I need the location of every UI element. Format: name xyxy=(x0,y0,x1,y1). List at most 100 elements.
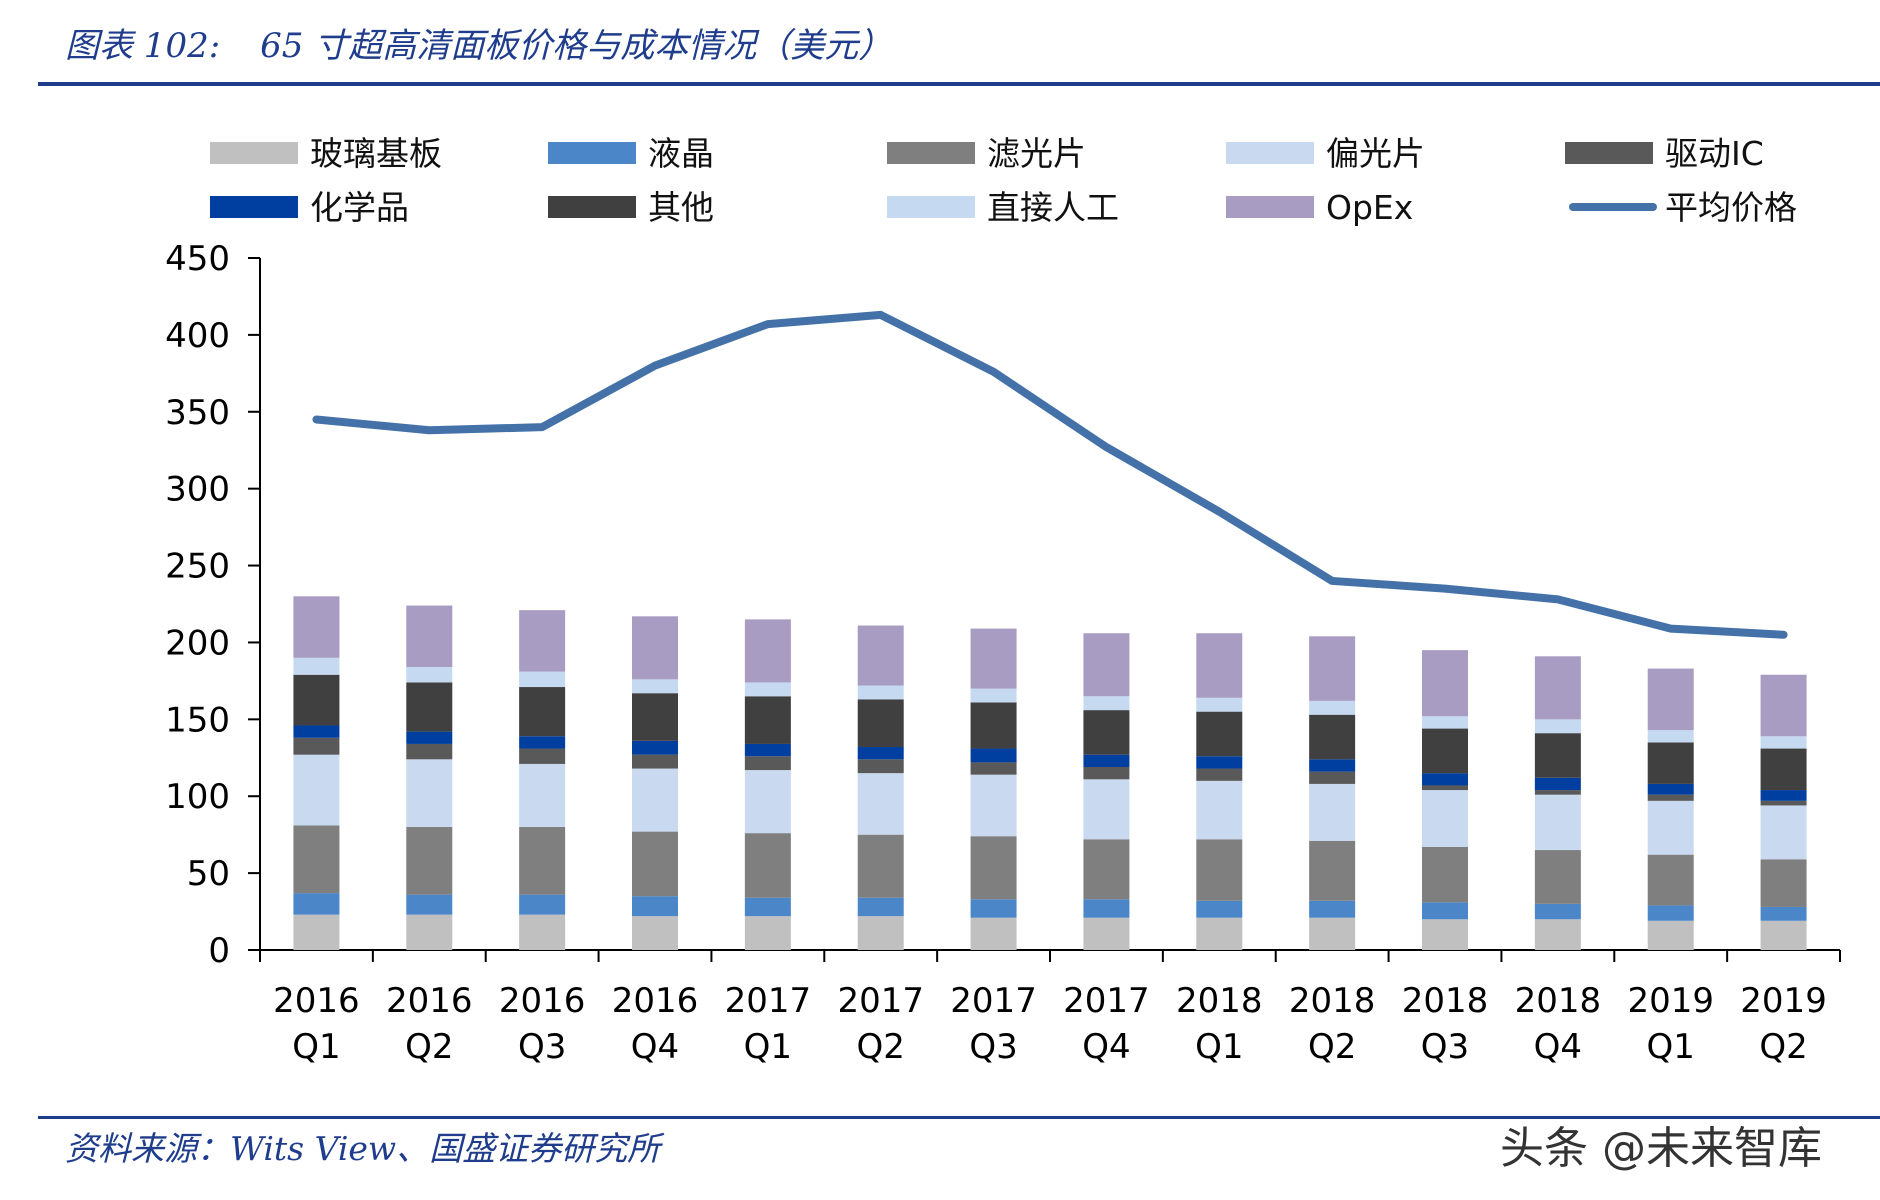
bar-segment xyxy=(1534,719,1581,734)
bar-segment xyxy=(1760,859,1807,907)
bar-segment xyxy=(293,825,340,894)
bar-segment xyxy=(1534,919,1581,950)
bar-segment xyxy=(519,826,566,895)
bar-segment xyxy=(293,914,340,950)
x-tick-label-year: 2016 xyxy=(386,981,473,1021)
bar-segment xyxy=(1083,710,1130,755)
x-tick-label-quarter: Q4 xyxy=(1534,1027,1582,1067)
bar-segment xyxy=(519,687,566,737)
bar-segment xyxy=(1196,917,1243,950)
bar-segment xyxy=(970,899,1017,918)
legend-label: 玻璃基板 xyxy=(310,134,442,173)
bar-segment xyxy=(744,756,791,771)
x-tick-label-quarter: Q2 xyxy=(857,1027,905,1067)
bar-segment xyxy=(1647,905,1694,921)
bar-segment xyxy=(1647,854,1694,906)
bar-segment xyxy=(632,740,678,755)
bar-segment xyxy=(1309,700,1356,715)
bar-segment xyxy=(744,696,791,744)
bar-segment xyxy=(1083,917,1130,950)
y-tick-label: 400 xyxy=(165,316,230,356)
x-tick-label-quarter: Q2 xyxy=(1759,1027,1807,1067)
x-tick-label-year: 2018 xyxy=(1402,981,1489,1021)
bar-segment xyxy=(1422,790,1468,847)
bar-segment xyxy=(857,897,904,917)
bar-segment xyxy=(293,737,340,755)
bar-segment xyxy=(1422,919,1468,950)
bar-segment xyxy=(519,894,566,915)
bar-segment xyxy=(970,917,1017,950)
x-tick-label-year: 2016 xyxy=(499,981,586,1021)
bar-segment xyxy=(519,748,566,764)
bar-segment xyxy=(632,916,678,950)
bar-segment xyxy=(632,616,678,680)
bar-segment xyxy=(1647,800,1694,855)
bar-segment xyxy=(1083,767,1130,780)
y-tick-label: 50 xyxy=(187,854,230,894)
bar-segment xyxy=(1647,783,1694,795)
bar-segment xyxy=(1760,674,1807,737)
x-tick-label-quarter: Q2 xyxy=(1308,1027,1356,1067)
bar-segment xyxy=(1534,656,1581,720)
bar-segment xyxy=(519,763,566,827)
bar-segment xyxy=(744,833,791,898)
bar-segment xyxy=(744,743,791,757)
legend-label: OpEx xyxy=(1326,188,1413,227)
bar-segment xyxy=(1309,714,1356,760)
x-tick-label-year: 2017 xyxy=(837,981,924,1021)
bar-segment xyxy=(293,674,340,726)
legend-swatch xyxy=(887,142,975,164)
legend-swatch xyxy=(548,196,636,218)
y-tick-label: 100 xyxy=(165,777,230,817)
legend-label: 其他 xyxy=(648,188,714,227)
bar-segment xyxy=(857,834,904,898)
bar-segment xyxy=(632,768,678,832)
bar-segment xyxy=(1422,785,1468,791)
bar-segment xyxy=(1196,633,1243,698)
bar-segment xyxy=(1309,917,1356,950)
legend-label: 滤光片 xyxy=(987,134,1086,173)
bar-segment xyxy=(744,916,791,950)
chart-axes: 0 50 100 150 200 250 300 350 400 450 2016 Q1 2016 Q2 2… xyxy=(165,239,1841,1067)
bar-segment xyxy=(293,657,340,675)
legend-label: 化学品 xyxy=(310,188,409,227)
bar-segment xyxy=(1309,783,1356,841)
bar-segment xyxy=(1422,650,1468,717)
bar-segment xyxy=(1083,754,1130,768)
bar-segment xyxy=(293,754,340,826)
bar-segment xyxy=(1309,840,1356,901)
bar-segment xyxy=(1309,759,1356,772)
bar-segment xyxy=(1760,800,1807,806)
bar-segment xyxy=(1760,906,1807,921)
bar-segment xyxy=(293,596,340,658)
x-tick-label-quarter: Q1 xyxy=(292,1027,340,1067)
x-tick-label-year: 2017 xyxy=(1063,981,1150,1021)
bar-segment xyxy=(970,688,1017,703)
bar-segment xyxy=(970,762,1017,775)
bottom-divider xyxy=(38,1116,1880,1119)
bar-segment xyxy=(857,773,904,835)
bar-segment xyxy=(1083,633,1130,697)
y-tick-label: 450 xyxy=(165,239,230,279)
bar-segment xyxy=(1083,899,1130,918)
x-tick-label-quarter: Q2 xyxy=(405,1027,453,1067)
figure-title: 图表 102: 65 寸超高清面板价格与成本情况（美元） xyxy=(65,18,892,67)
bar-segment xyxy=(1647,730,1694,743)
bar-segment xyxy=(1760,748,1807,791)
bar-segment xyxy=(293,725,340,738)
legend-label: 驱动IC xyxy=(1665,134,1764,173)
bar-segment xyxy=(1083,779,1130,840)
bar-segment xyxy=(406,743,453,760)
bar-segment xyxy=(970,702,1017,749)
bar-segment xyxy=(1422,773,1468,786)
bar-segment xyxy=(406,914,453,950)
bar-segment xyxy=(857,625,904,686)
x-tick-label-quarter: Q3 xyxy=(1421,1027,1469,1067)
bar-segment xyxy=(1196,697,1243,712)
bar-segment xyxy=(632,693,678,741)
legend-label: 直接人工 xyxy=(987,188,1119,227)
average-price-line-group xyxy=(312,310,1788,639)
legend-label: 偏光片 xyxy=(1326,134,1425,173)
figure-title-text: 65 寸超高清面板价格与成本情况（美元） xyxy=(260,26,893,66)
y-tick-label: 200 xyxy=(165,623,230,663)
